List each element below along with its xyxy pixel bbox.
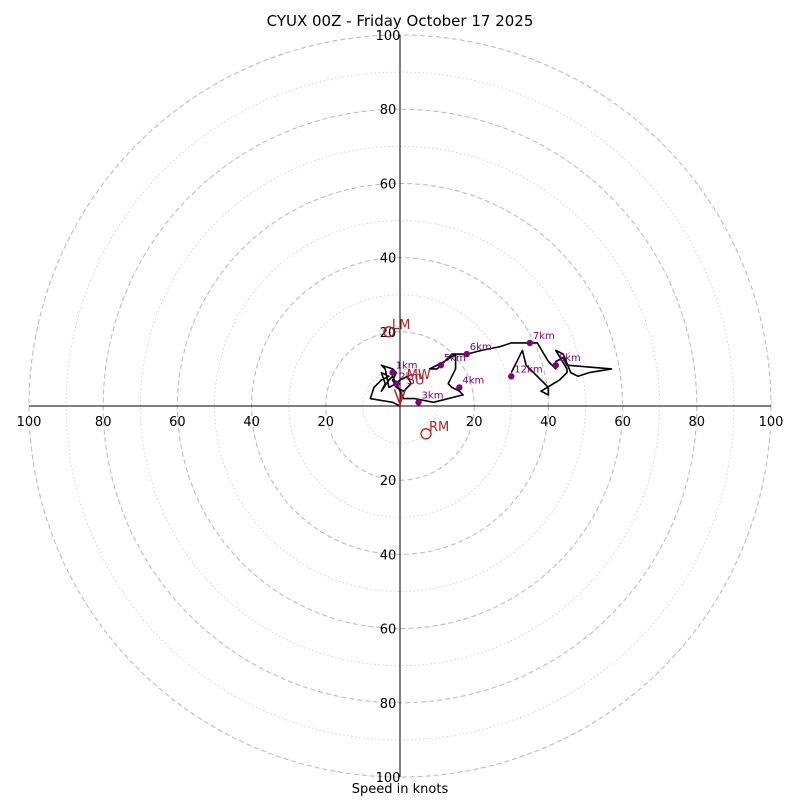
tick-labels: 100 80 60 40 20 20 40 60 80 100100806040202040608… — [17, 29, 784, 786]
x-tick-label: 80 — [689, 415, 706, 430]
x-tick-label: 60 — [169, 415, 186, 430]
height-marker — [456, 384, 463, 391]
y-tick-label: 20 — [380, 474, 397, 489]
height-marker — [552, 361, 560, 369]
height-marker — [437, 361, 445, 369]
y-tick-label: 40 — [380, 548, 397, 563]
height-marker-label: 3km — [422, 390, 444, 401]
height-marker-label: 7km — [533, 331, 555, 342]
height-marker-label: 5km — [444, 353, 466, 364]
height-marker-label: 2km — [399, 372, 421, 383]
y-tick-label: 100 — [376, 771, 401, 786]
height-marker-label: 8km — [559, 353, 581, 364]
motion-marker-label: LM — [392, 318, 410, 333]
height-marker — [526, 339, 534, 347]
x-tick-label: 60 — [614, 415, 631, 430]
height-marker — [463, 350, 470, 358]
y-tick-label: 40 — [380, 252, 397, 267]
y-tick-label: 80 — [380, 697, 397, 712]
x-tick-label: 20 — [466, 415, 483, 430]
height-marker-label: 1km — [396, 361, 418, 372]
x-axis-label: Speed in knots — [351, 782, 449, 797]
height-marker — [393, 380, 400, 387]
height-marker — [415, 399, 422, 406]
x-tick-label: 100 — [17, 415, 42, 430]
mean-wind-arrowhead — [393, 389, 407, 407]
height-marker — [389, 369, 396, 376]
height-marker-label: 6km — [470, 342, 492, 353]
chart-title: CYUX 00Z - Friday October 17 2025 — [266, 12, 534, 30]
motion-marker-label: MW — [407, 368, 431, 383]
y-tick-label: 60 — [380, 623, 397, 638]
x-tick-label: 40 — [243, 415, 260, 430]
motion-marker-label: SU — [407, 373, 425, 388]
y-tick-label: 80 — [380, 103, 397, 118]
height-marker-label: 12km — [514, 364, 542, 375]
motion-marker — [420, 428, 432, 440]
motion-marker — [383, 326, 395, 338]
x-tick-label: 40 — [540, 415, 557, 430]
y-tick-label: 100 — [376, 29, 401, 44]
x-tick-label: 20 — [318, 415, 335, 430]
y-tick-label: 60 — [380, 177, 397, 192]
height-marker — [508, 373, 515, 380]
motion-marker-label: RM — [429, 420, 449, 435]
x-tick-label: 80 — [95, 415, 112, 430]
height-marker-label: 4km — [462, 375, 484, 386]
x-tick-label: 100 — [759, 415, 784, 430]
